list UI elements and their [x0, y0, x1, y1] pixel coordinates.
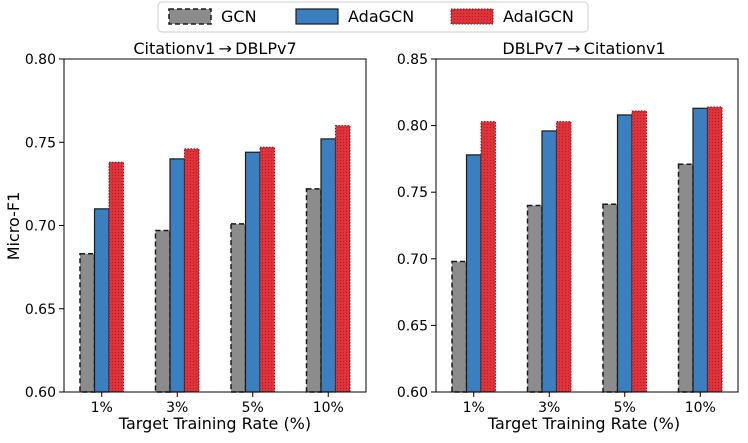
bar-right-adagcn-1	[541, 130, 558, 393]
x-axis-label-right: Target Training Rate (%)	[487, 414, 680, 433]
bar-left-adaigcn-2	[259, 146, 275, 393]
y-tick-label-right-1: 0.65	[397, 318, 428, 334]
x-tick-label-left-3: 10%	[313, 400, 344, 416]
bar-right-gcn-0	[451, 260, 468, 393]
y-tick-label-right-3: 0.75	[397, 185, 428, 201]
x-tick-label-right-2: 5%	[614, 400, 636, 416]
bar-right-gcn-2	[602, 203, 619, 393]
bar-right-adaigcn-1	[556, 121, 572, 393]
bar-left-gcn-1	[154, 229, 171, 393]
plot-frame-left	[63, 58, 367, 393]
bar-right-adaigcn-3	[707, 106, 723, 393]
bar-left-adagcn-3	[320, 138, 337, 393]
bar-left-adagcn-2	[244, 151, 261, 393]
bar-right-gcn-3	[677, 163, 694, 393]
plot-area-left: 0.60 0.65 0.70 0.75 0.80 1% 3% 5% 10%	[25, 52, 351, 416]
bar-right-adaigcn-2	[631, 110, 647, 393]
plot-frame-right	[435, 58, 739, 393]
plot-area-right: 0.60 0.65 0.70 0.75 0.80 0.85 1% 3% 5% 10%	[397, 52, 723, 416]
bar-right-adagcn-0	[465, 154, 482, 393]
bar-right-gcn-1	[526, 204, 543, 393]
legend-swatch-adagcn	[295, 8, 339, 25]
legend-label-adaigcn: AdaIGCN	[503, 7, 574, 26]
bar-left-gcn-0	[79, 253, 96, 393]
x-tick-label-left-1: 3%	[166, 400, 188, 416]
bar-left-gcn-3	[305, 188, 322, 393]
bar-left-adagcn-1	[169, 158, 186, 393]
x-tick-label-left-2: 5%	[242, 400, 264, 416]
panel-title-right: DBLPv7 → Citationv1	[502, 39, 665, 58]
x-tick-label-right-3: 10%	[685, 400, 716, 416]
legend: GCN AdaGCN AdaIGCN	[157, 1, 589, 33]
bar-left-adagcn-0	[93, 208, 110, 393]
legend-label-gcn: GCN	[221, 7, 257, 26]
panel-left: Citationv1 → DBLPv7 Micro-F1 Target Trai…	[4, 39, 367, 433]
legend-label-adagcn: AdaGCN	[348, 7, 414, 26]
y-tick-label-left-2: 0.70	[25, 219, 56, 235]
y-axis-label-left: Micro-F1	[4, 192, 23, 261]
panel-right: DBLPv7 → Citationv1 Target Training Rate…	[397, 39, 739, 433]
y-tick-label-left-3: 0.75	[25, 135, 56, 151]
bar-right-adaigcn-0	[480, 121, 496, 393]
panel-title-left: Citationv1 → DBLPv7	[133, 39, 296, 58]
y-tick-label-right-4: 0.80	[397, 119, 428, 135]
bar-right-adagcn-3	[692, 107, 709, 393]
x-tick-label-right-0: 1%	[463, 400, 485, 416]
y-tick-label-right-5: 0.85	[397, 52, 428, 68]
y-tick-label-right-2: 0.70	[397, 252, 428, 268]
bar-left-adaigcn-3	[335, 125, 351, 393]
legend-swatch-gcn	[168, 8, 212, 25]
bar-left-gcn-2	[230, 223, 247, 393]
bar-left-adaigcn-1	[184, 148, 200, 393]
legend-swatch-adaigcn	[450, 8, 494, 25]
y-tick-label-right-0: 0.60	[397, 385, 428, 401]
bar-left-adaigcn-0	[108, 161, 124, 393]
x-tick-label-left-0: 1%	[91, 400, 113, 416]
x-axis-label-left: Target Training Rate (%)	[118, 414, 311, 433]
y-tick-label-left-1: 0.65	[25, 302, 56, 318]
bar-right-adagcn-2	[616, 114, 633, 393]
y-tick-label-left-0: 0.60	[25, 385, 56, 401]
y-tick-label-left-4: 0.80	[25, 52, 56, 68]
x-tick-label-right-1: 3%	[538, 400, 560, 416]
